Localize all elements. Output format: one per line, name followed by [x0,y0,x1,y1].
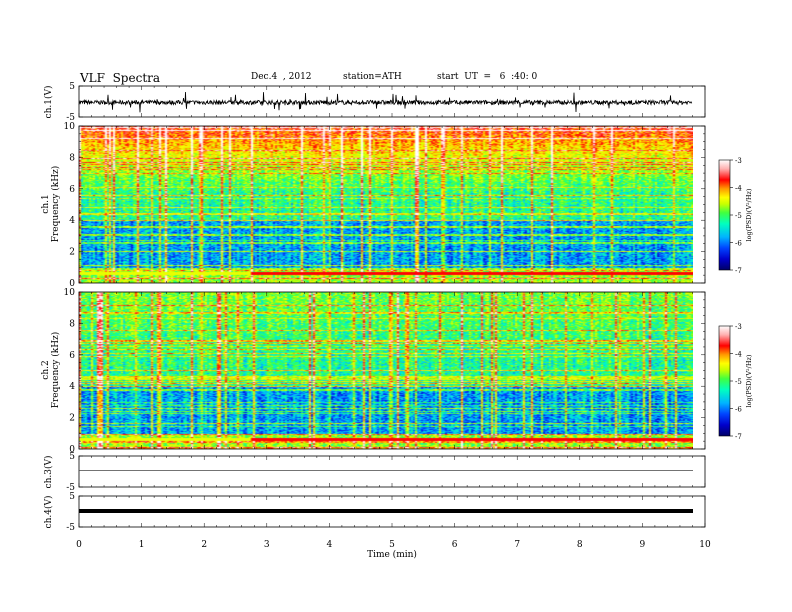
ch1-spectrogram-ylabel-channel: ch.1 [41,194,51,213]
ch1-waveform-trace [78,91,693,113]
colorbar-tick-label: -3 [735,323,742,331]
x-tick-label: 5 [389,540,395,550]
y-tick-label: -5 [66,113,75,123]
y-tick-label: 6 [69,185,75,195]
ch2-spectrogram-image [79,292,693,449]
y-tick-label: 0 [69,279,75,289]
ch4-waveform-ylabel: ch.4(V) [43,496,54,529]
colorbar-tick-label: -7 [735,433,742,441]
header-start-time: start UT = 6 :40: 0 [437,72,538,82]
colorbar-tick-label: -3 [735,157,742,165]
ch3-waveform-ylabel: ch.3(V) [43,456,54,489]
y-tick-label: 6 [69,351,75,361]
colorbar-tick-label: -5 [735,212,742,220]
y-tick-label: -5 [66,523,75,533]
y-tick-label: 2 [69,248,75,258]
colorbar-tick-label: -5 [735,378,742,386]
figure-title: VLF Spectra [80,71,161,85]
x-axis-label: Time (min) [367,549,417,560]
ch1-spectrogram-image [79,126,693,283]
x-tick-label: 8 [577,540,583,550]
y-tick-label: 4 [69,382,75,392]
x-tick-label: 3 [264,540,270,550]
y-tick-label: 10 [64,122,76,132]
x-tick-label: 9 [640,540,646,550]
y-tick-label: 10 [64,288,76,298]
x-tick-label: 2 [201,540,207,550]
colorbar-tick-label: -7 [735,267,742,275]
ch3-waveform-frame [78,455,706,488]
y-tick-label: -5 [66,483,75,493]
x-tick-label: 10 [699,540,711,550]
ch1-spectrogram-panel [78,125,706,284]
header-date: Dec.4 , 2012 [251,72,312,82]
ch2-colorbar-label: log(PSD)(V²/Hz) [745,354,753,407]
y-tick-label: 5 [69,452,75,462]
ch2-spectrogram-ylabel-frequency: Frequency (kHz) [50,332,61,409]
ch1-waveform-ylabel: ch.1(V) [43,86,54,119]
y-tick-label: 4 [69,216,75,226]
x-tick-label: 7 [514,540,520,550]
y-tick-label: 0 [69,445,75,455]
x-tick-label: 0 [76,540,82,550]
y-tick-label: 5 [69,82,75,92]
x-tick-label: 6 [452,540,458,550]
ch1-colorbar-label: log(PSD)(V²/Hz) [745,188,753,241]
y-tick-label: 2 [69,414,75,424]
colorbar-tick-label: -4 [735,351,742,359]
axis-ticks: 0 1 2 3 4 5 6 7 8 9 105-55-55-50246810-3-4-5-6-702… [64,82,743,550]
y-tick-label: 8 [69,153,75,163]
colorbar-tick-label: -6 [735,406,742,414]
y-tick-label: 5 [69,492,75,502]
colorbar-tick-label: -6 [735,240,742,248]
colorbar-tick-label: -4 [735,185,742,193]
header-station: station=ATH [343,72,402,82]
ch2-spectrogram-panel [78,291,706,450]
x-tick-label: 1 [139,540,145,550]
x-tick-label: 4 [327,540,333,550]
ch4-waveform-trace [79,509,693,513]
ch1-spectrogram-ylabel-frequency: Frequency (kHz) [50,166,61,243]
y-tick-label: 8 [69,319,75,329]
ch2-spectrogram-ylabel-channel: ch.2 [41,360,51,379]
